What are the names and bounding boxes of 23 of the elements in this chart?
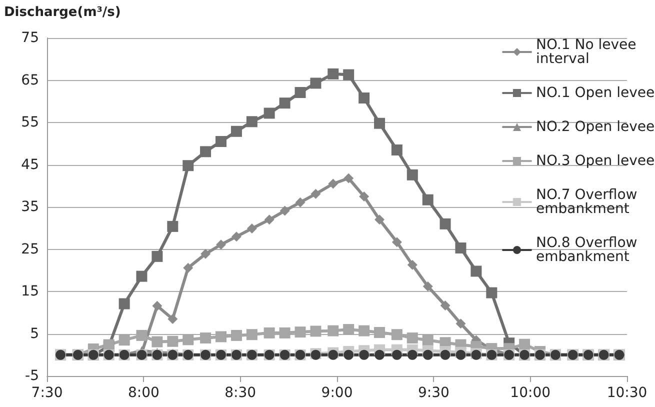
legend-label: NO.2 Open levee [536,119,655,135]
x-tick-label: 10:30 [606,385,648,401]
legend-label: NO.7 Overflow embankment [536,187,642,217]
y-tick-label: 45 [21,156,39,173]
x-tick-label: 10:00 [510,385,551,401]
x-tick-label: 9:00 [321,385,353,401]
y-tick-label: 35 [21,199,39,215]
legend-label: NO.1 No levee interval [536,37,641,67]
y-tick-label: 25 [21,241,39,258]
legend-label: NO.1 Open levee [536,85,655,101]
x-tick-label: 7:30 [31,385,63,401]
legend-label: NO.8 Overflow embankment [536,235,642,265]
y-tick-label: -5 [25,368,39,384]
y-tick-label: 75 [21,30,39,46]
x-tick-label: 8:30 [224,385,256,401]
y-tick-label: 65 [21,72,39,88]
x-tick-label: 8:00 [128,385,160,401]
legend-label: NO.3 Open levee [536,153,655,169]
x-tick-label: 9:30 [418,385,450,401]
y-tick-label: 15 [21,284,39,300]
y-axis-title: Discharge(m³/s) [4,5,121,20]
y-tick-label: 5 [30,326,39,342]
y-tick-label: 55 [21,114,39,130]
